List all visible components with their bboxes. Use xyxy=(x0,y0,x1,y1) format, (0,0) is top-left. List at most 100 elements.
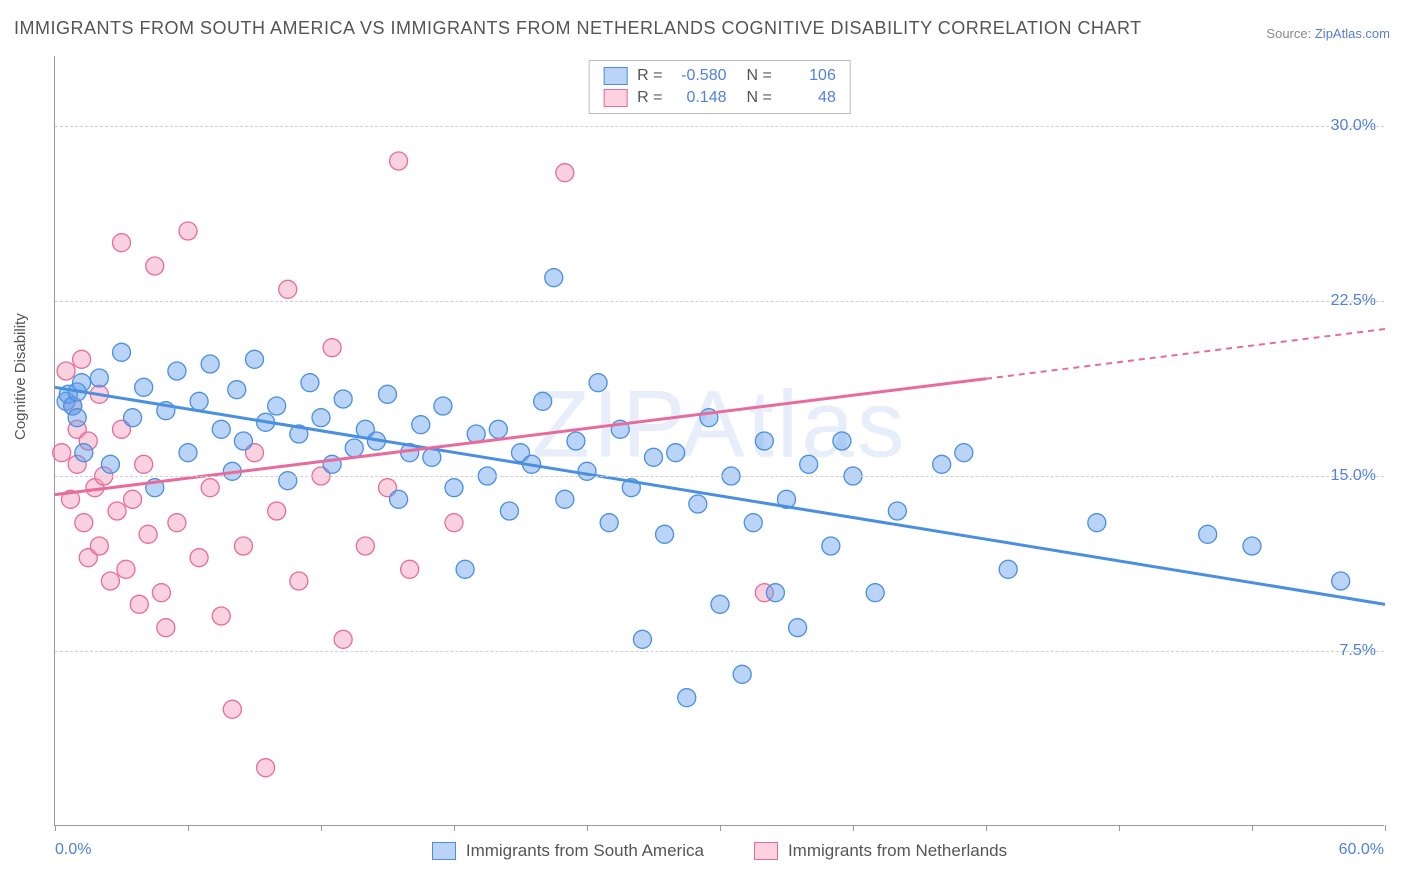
data-point xyxy=(445,514,463,532)
data-point xyxy=(108,502,126,520)
data-point xyxy=(90,369,108,387)
y-tick-label: 7.5% xyxy=(1340,642,1376,660)
source-value: ZipAtlas.com xyxy=(1315,26,1390,41)
series-swatch xyxy=(754,842,778,860)
data-point xyxy=(334,390,352,408)
data-point xyxy=(234,537,252,555)
x-tick-mark xyxy=(1119,825,1120,831)
stats-row: R =0.148N =48 xyxy=(589,87,850,109)
data-point xyxy=(212,607,230,625)
data-point xyxy=(190,549,208,567)
series-swatch xyxy=(603,89,627,107)
gridline xyxy=(55,651,1384,652)
data-point xyxy=(68,409,86,427)
data-point xyxy=(578,462,596,480)
stat-value-r: 0.148 xyxy=(673,89,727,107)
y-axis-label: Cognitive Disability xyxy=(12,313,29,440)
data-point xyxy=(556,164,574,182)
data-point xyxy=(146,257,164,275)
data-point xyxy=(168,514,186,532)
data-point xyxy=(678,689,696,707)
data-point xyxy=(101,455,119,473)
x-tick-mark xyxy=(188,825,189,831)
stat-value-r: -0.580 xyxy=(673,67,727,85)
data-point xyxy=(534,392,552,410)
data-point xyxy=(157,619,175,637)
data-point xyxy=(201,479,219,497)
x-tick-mark xyxy=(853,825,854,831)
data-point xyxy=(135,455,153,473)
chart-title: IMMIGRANTS FROM SOUTH AMERICA VS IMMIGRA… xyxy=(14,18,1142,39)
data-point xyxy=(822,537,840,555)
data-point xyxy=(866,584,884,602)
data-point xyxy=(999,560,1017,578)
series-legend: Immigrants from South America Immigrants … xyxy=(55,841,1384,861)
data-point xyxy=(800,455,818,473)
data-point xyxy=(312,409,330,427)
data-point xyxy=(545,269,563,287)
data-point xyxy=(789,619,807,637)
x-tick-mark xyxy=(55,825,56,831)
data-point xyxy=(124,490,142,508)
x-tick-mark xyxy=(1252,825,1253,831)
stat-label-n: N = xyxy=(747,67,772,85)
correlation-stats-legend: R =-0.580N =106R =0.148N =48 xyxy=(588,60,851,114)
data-point xyxy=(600,514,618,532)
data-point xyxy=(567,432,585,450)
data-point xyxy=(766,584,784,602)
data-point xyxy=(744,514,762,532)
data-point xyxy=(412,416,430,434)
data-point xyxy=(356,537,374,555)
data-point xyxy=(633,630,651,648)
data-point xyxy=(334,630,352,648)
source-label: Source: xyxy=(1266,26,1311,41)
stat-label-n: N = xyxy=(747,89,772,107)
stat-value-n: 106 xyxy=(782,67,836,85)
data-point xyxy=(135,378,153,396)
data-point xyxy=(733,665,751,683)
data-point xyxy=(489,420,507,438)
data-point xyxy=(500,502,518,520)
data-point xyxy=(456,560,474,578)
y-tick-label: 15.0% xyxy=(1331,467,1376,485)
stat-label-r: R = xyxy=(637,89,662,107)
data-point xyxy=(434,397,452,415)
data-point xyxy=(223,700,241,718)
y-tick-label: 22.5% xyxy=(1331,292,1376,310)
source-attribution: Source: ZipAtlas.com xyxy=(1266,26,1390,41)
data-point xyxy=(390,152,408,170)
data-point xyxy=(75,514,93,532)
x-tick-mark xyxy=(1385,825,1386,831)
data-point xyxy=(323,339,341,357)
data-point xyxy=(168,362,186,380)
series-swatch xyxy=(432,842,456,860)
data-point xyxy=(257,759,275,777)
data-point xyxy=(645,448,663,466)
data-point xyxy=(279,280,297,298)
data-point xyxy=(113,343,131,361)
data-point xyxy=(179,222,197,240)
data-point xyxy=(57,362,75,380)
data-point xyxy=(445,479,463,497)
data-point xyxy=(290,572,308,590)
data-point xyxy=(130,595,148,613)
data-point xyxy=(379,385,397,403)
data-point xyxy=(888,502,906,520)
data-point xyxy=(390,490,408,508)
data-point xyxy=(279,472,297,490)
x-tick-label-left: 0.0% xyxy=(55,841,91,859)
legend-label: Immigrants from Netherlands xyxy=(788,841,1007,861)
gridline xyxy=(55,476,1384,477)
data-point xyxy=(228,381,246,399)
data-point xyxy=(1243,537,1261,555)
stat-label-r: R = xyxy=(637,67,662,85)
data-point xyxy=(556,490,574,508)
data-point xyxy=(833,432,851,450)
data-point xyxy=(1088,514,1106,532)
gridline xyxy=(55,126,1384,127)
trend-line xyxy=(55,387,1385,604)
data-point xyxy=(401,560,419,578)
legend-item: Immigrants from South America xyxy=(432,841,704,861)
data-point xyxy=(667,444,685,462)
data-point xyxy=(101,572,119,590)
